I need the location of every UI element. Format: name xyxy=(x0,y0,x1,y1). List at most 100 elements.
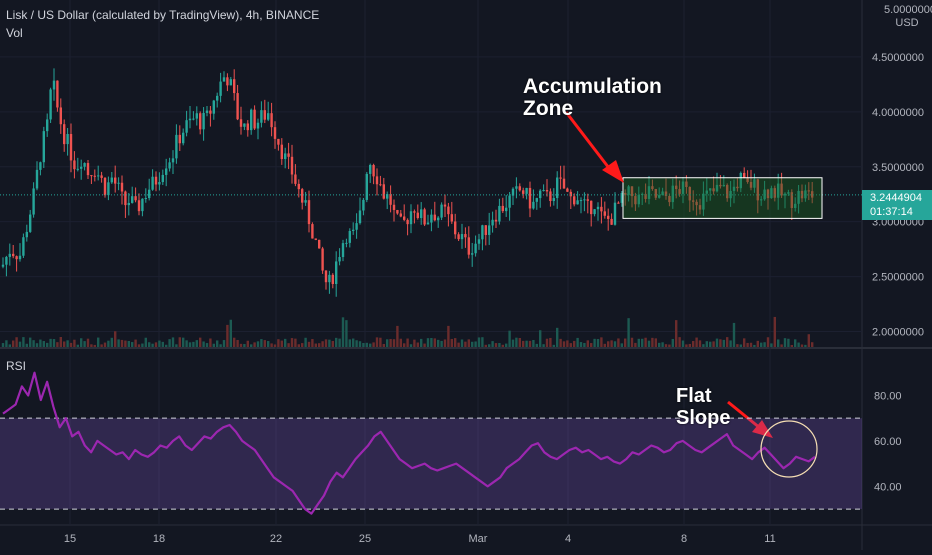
volume-bar xyxy=(702,344,705,347)
candle-body xyxy=(413,211,416,213)
volume-bar xyxy=(783,338,787,347)
volume-bar xyxy=(634,342,637,347)
volume-bar xyxy=(375,337,379,347)
volume-bar xyxy=(668,344,671,347)
volume-bar xyxy=(396,325,399,347)
volume-bar xyxy=(195,340,198,347)
candle-body xyxy=(372,164,375,177)
volume-bar xyxy=(209,338,212,347)
volume-bar xyxy=(345,320,348,347)
candle-body xyxy=(756,179,759,201)
candle-body xyxy=(29,214,32,232)
volume-bar xyxy=(797,342,800,347)
rsi-label: RSI xyxy=(6,359,27,373)
candle-body xyxy=(797,190,800,204)
volume-bar xyxy=(535,343,538,347)
candle-body xyxy=(56,80,59,108)
candle-body xyxy=(498,205,501,222)
volume-bar xyxy=(430,338,433,347)
candle-body xyxy=(352,229,355,231)
candle-body xyxy=(668,195,671,203)
volume-bar xyxy=(171,337,175,347)
volume-bar xyxy=(549,337,552,347)
volume-bar xyxy=(158,340,161,347)
rsi-tick-label: 80.00 xyxy=(874,390,902,402)
candle-body xyxy=(590,200,593,215)
volume-bar xyxy=(56,342,59,347)
volume-bar xyxy=(253,342,256,347)
volume-bar xyxy=(709,341,712,347)
volume-bar xyxy=(794,339,797,347)
volume-bar xyxy=(219,344,222,347)
volume-bar xyxy=(341,317,345,347)
candle-body xyxy=(69,133,73,161)
volume-bar xyxy=(301,343,304,347)
volume-bar xyxy=(586,340,589,347)
candle-body xyxy=(284,153,287,160)
volume-bar xyxy=(297,344,300,347)
candle-body xyxy=(525,187,528,194)
volume-bar xyxy=(39,339,42,347)
candle-body xyxy=(59,107,62,125)
candle-body xyxy=(263,110,266,120)
candle-body xyxy=(335,261,338,285)
candle-body xyxy=(110,177,113,183)
candle-body xyxy=(406,219,409,225)
candle-body xyxy=(447,206,450,215)
volume-bar xyxy=(753,344,756,347)
candle-body xyxy=(658,195,661,198)
candle-body xyxy=(787,192,790,194)
volume-bar xyxy=(29,337,32,347)
candle-body xyxy=(199,113,202,130)
candle-body xyxy=(569,191,572,197)
candle-body xyxy=(379,184,382,186)
candle-body xyxy=(297,183,300,190)
candle-body xyxy=(280,144,283,160)
volume-bar xyxy=(566,340,569,347)
candle-body xyxy=(369,164,372,174)
candle-body xyxy=(226,77,229,86)
candle-body xyxy=(18,255,22,260)
candle-body xyxy=(464,234,467,238)
price-tick-label: 3.5000000 xyxy=(872,162,924,174)
candle-body xyxy=(702,193,705,210)
volume-bar xyxy=(471,341,474,347)
accumulation-arrow-shaft xyxy=(564,111,614,173)
volume-bar xyxy=(263,340,266,347)
volume-bar xyxy=(573,340,576,347)
volume-bar xyxy=(80,338,83,347)
candle-body xyxy=(494,219,498,222)
volume-bar xyxy=(18,341,22,347)
candle-body xyxy=(637,194,640,205)
candle-body xyxy=(586,199,589,201)
volume-bar xyxy=(236,339,239,347)
candle-body xyxy=(103,177,107,196)
volume-bar xyxy=(49,338,52,347)
volume-bar xyxy=(736,344,739,347)
volume-bar xyxy=(314,343,317,347)
candle-body xyxy=(39,162,42,170)
volume-bar xyxy=(165,344,168,347)
volume-bar xyxy=(729,340,732,347)
volume-bar xyxy=(671,338,674,347)
candle-body xyxy=(440,204,443,218)
candle-body xyxy=(770,188,773,199)
candle-body xyxy=(620,193,623,203)
volume-bar xyxy=(743,338,746,347)
candle-body xyxy=(484,225,487,235)
flat-text-line2: Slope xyxy=(676,407,731,429)
candle-body xyxy=(212,100,215,114)
volume-bar xyxy=(141,343,144,347)
time-tick-label: 18 xyxy=(153,533,165,545)
volume-bar xyxy=(294,338,297,347)
candle-body xyxy=(131,196,134,203)
volume-bar xyxy=(392,339,396,347)
candle-body xyxy=(692,200,695,202)
volume-bar xyxy=(651,337,654,347)
candle-body xyxy=(120,182,124,192)
candle-body xyxy=(49,89,52,120)
volume-bar xyxy=(59,336,62,347)
volume-bar xyxy=(488,344,491,347)
volume-bar xyxy=(528,340,532,347)
volume-bar xyxy=(243,344,246,347)
